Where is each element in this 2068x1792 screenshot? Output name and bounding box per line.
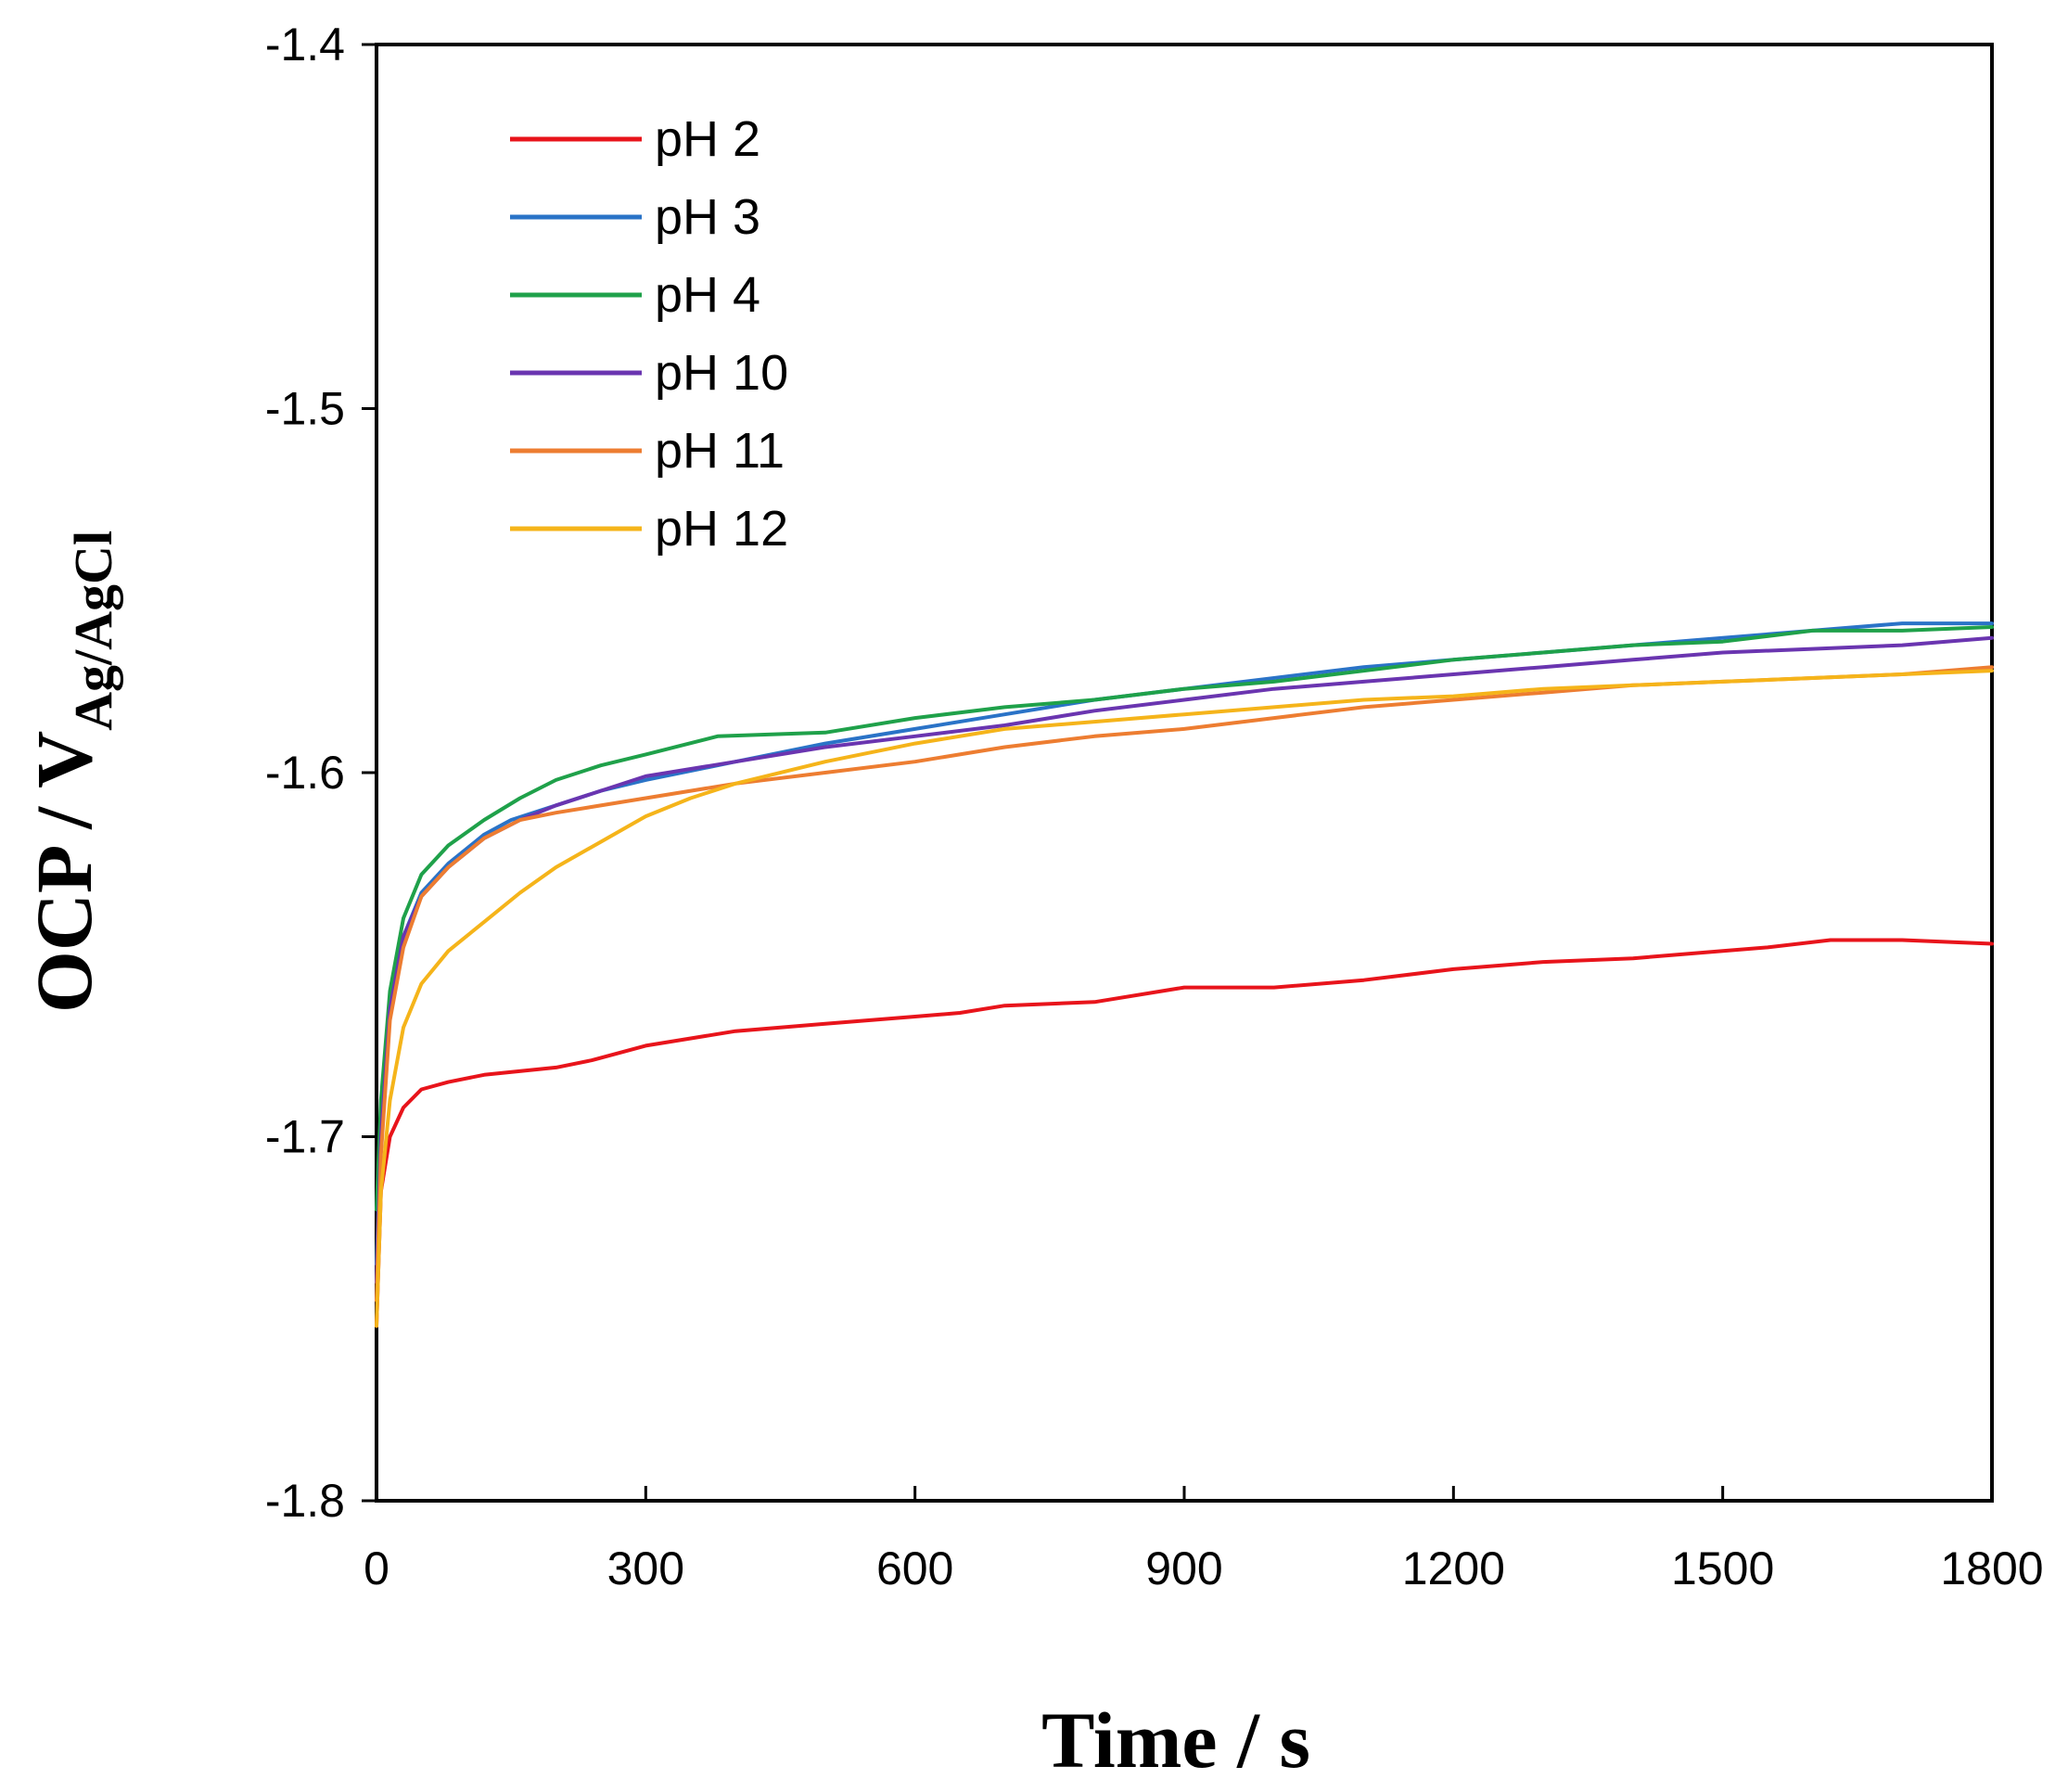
ticks-layer: 0 300 600 900 1200 1500 1800 -1.4 -1.5 -1.6 -1.7 -1… [265, 19, 2044, 1594]
y-tick-label: -1.5 [265, 383, 345, 435]
x-tick-label: 1500 [1671, 1542, 1774, 1594]
series-line-ph-10 [375, 635, 1994, 1285]
legend-label-ph-4: pH 4 [655, 267, 760, 323]
series-line-ph-12 [375, 669, 1994, 1328]
y-tick-label: -1.7 [265, 1111, 345, 1163]
legend: pH 2 pH 3 pH 4 pH 10 pH 11 pH 12 [510, 111, 788, 557]
x-tick-label: 300 [607, 1542, 684, 1594]
legend-label-ph-10: pH 10 [655, 345, 788, 401]
y-axis-title: OCP / VAg/AgCl [19, 531, 123, 1013]
series-layer [375, 621, 1994, 1328]
legend-label-ph-3: pH 3 [655, 189, 760, 245]
x-tick-label: 0 [364, 1542, 389, 1594]
series-line-ph-3 [375, 621, 1994, 1266]
y-axis-title-subscript: Ag/AgCl [63, 531, 123, 731]
series-line-ph-4 [375, 625, 1994, 1211]
y-tick-label: -1.8 [265, 1475, 345, 1527]
y-tick-label: -1.6 [265, 747, 345, 799]
legend-label-ph-11: pH 11 [655, 423, 785, 479]
x-tick-label: 900 [1145, 1542, 1222, 1594]
series-line-ph-2 [375, 938, 1994, 1328]
x-tick-label: 600 [876, 1542, 953, 1594]
legend-label-ph-2: pH 2 [655, 111, 760, 167]
x-axis-title: Time / s [1041, 1696, 1310, 1785]
x-tick-label: 1200 [1402, 1542, 1505, 1594]
y-tick-label: -1.4 [265, 19, 345, 70]
legend-label-ph-12: pH 12 [655, 501, 788, 557]
x-tick-label: 1800 [1940, 1542, 2043, 1594]
y-axis-title-main: OCP / V [19, 731, 109, 1013]
plot-area-frame [375, 43, 1994, 1503]
